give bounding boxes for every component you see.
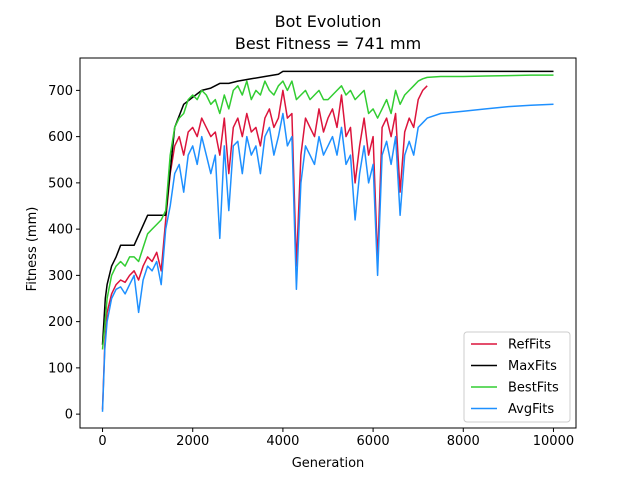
x-tick-label: 6000	[357, 434, 390, 449]
y-tick-label: 500	[48, 176, 73, 191]
x-tick-label: 8000	[447, 434, 480, 449]
y-tick-label: 700	[48, 84, 73, 99]
x-tick-label: 0	[98, 434, 106, 449]
series-line-maxfits	[101, 70, 554, 345]
legend-box	[463, 331, 571, 423]
legend: RefFits MaxFits BestFits AvgFits	[463, 331, 571, 423]
x-tick-label: 10000	[533, 434, 574, 449]
chart-title: Bot Evolution	[275, 12, 382, 31]
x-tick-label: 4000	[266, 434, 299, 449]
y-tick-label: 600	[48, 130, 73, 145]
y-axis: 0 100 200 300 400 500 600 700	[48, 84, 80, 423]
y-tick-label: 100	[48, 361, 73, 376]
plot-series-group	[101, 70, 554, 412]
y-tick-label: 300	[48, 269, 73, 284]
series-line-bestfits	[101, 74, 554, 350]
x-axis: 0 2000 4000 6000 8000 10000	[98, 428, 574, 449]
series-line-avgfits	[101, 103, 554, 412]
y-tick-label: 200	[48, 315, 73, 330]
plot-frame	[79, 57, 577, 429]
x-tick-label: 2000	[176, 434, 209, 449]
y-tick-label: 0	[65, 408, 73, 423]
y-tick-label: 400	[48, 223, 73, 238]
legend-label-avgfits: AvgFits	[508, 402, 554, 417]
x-axis-label: Generation	[292, 456, 365, 471]
chart-subtitle: Best Fitness = 741 mm	[235, 34, 421, 53]
legend-label-reffits: RefFits	[508, 338, 551, 353]
series-line-reffits	[101, 85, 428, 410]
legend-label-bestfits: BestFits	[508, 381, 559, 396]
legend-label-maxfits: MaxFits	[508, 359, 557, 374]
y-axis-label: Fitness (mm)	[25, 207, 40, 292]
